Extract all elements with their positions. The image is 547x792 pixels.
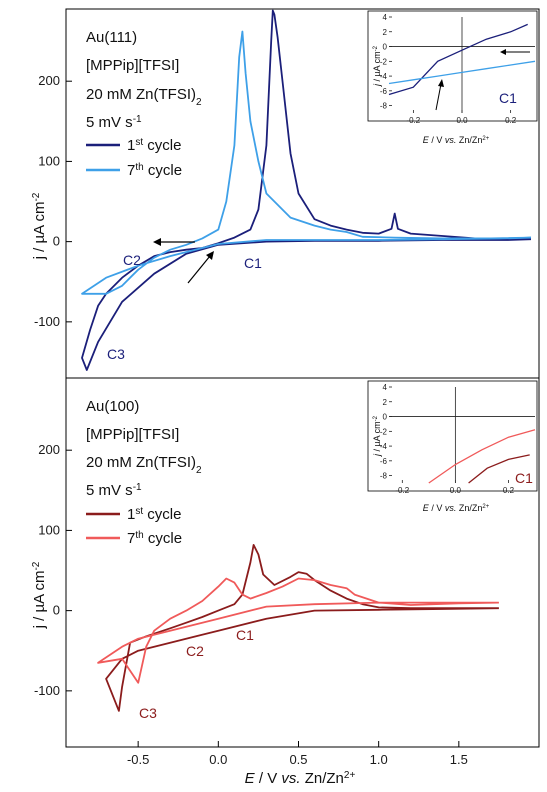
inset-x-tick-label: 0.2 — [503, 486, 515, 495]
series-line-1st-cycle — [105, 544, 499, 712]
inset-x-title: E / V vs. Zn/Zn2+ — [423, 135, 490, 145]
inset-y-title: j / µA cm-2 — [372, 45, 382, 87]
y-axis-ticks: -100 0 100 200 — [34, 442, 72, 698]
inset-y-tick-label: 4 — [383, 383, 388, 392]
label-c1: C1 — [236, 627, 254, 643]
label-c2: C2 — [123, 252, 141, 268]
y-tick-label: -100 — [34, 314, 60, 329]
y-axis-title-top: j / µA cm-2 — [31, 192, 49, 260]
inset-series — [388, 23, 536, 96]
inset-arrow-left — [500, 49, 530, 55]
y-tick-label: 100 — [38, 153, 60, 168]
inset-ticks: 4 2 0 -2 -4 -6 -8 -0.2 0.0 0.2 — [380, 383, 535, 495]
panel-au100: -100 0 100 200 -0.5 0.0 0.5 1.0 1.5 Au(100) [MP… — [31, 377, 540, 788]
plot-frame — [65, 377, 540, 748]
inset-y-title: j / µA cm-2 — [372, 415, 382, 457]
inset-x-tick-label: 0.0 — [456, 116, 468, 125]
x-tick-label: 0.5 — [289, 752, 307, 767]
arrow-scan-negative — [153, 238, 195, 246]
inset-y-tick-label: -4 — [380, 442, 388, 451]
inset-series-1st-cycle — [388, 23, 528, 96]
label-c3: C3 — [139, 705, 157, 721]
series-lines — [81, 9, 532, 371]
inset-au100: 4 2 0 -2 -4 -6 -8 -0.2 0.0 0.2 C1 E / V vs. Zn/Zn… — [367, 380, 538, 513]
label-c1: C1 — [244, 255, 262, 271]
y-tick-label: 200 — [38, 73, 60, 88]
series-line-1st-cycle — [81, 9, 532, 371]
inset-y-tick-label: -6 — [380, 87, 388, 96]
y-axis-title-bottom: j / µA cm-2 — [31, 561, 49, 629]
legend-scanrate: 5 mV s-1 — [86, 114, 142, 132]
y-tick-label: 200 — [38, 442, 60, 457]
legend-7th-cycle: 7th cycle — [127, 530, 182, 548]
legend-electrode: Au(111) — [86, 29, 137, 46]
inset-x-tick-label: -0.2 — [395, 486, 409, 495]
x-tick-label: 1.5 — [450, 752, 468, 767]
series-line-7th-cycle — [81, 30, 532, 295]
inset-y-tick-label: 0 — [383, 43, 388, 52]
inset-x-tick-label: -0.2 — [406, 116, 420, 125]
series-line-7th-cycle — [97, 577, 499, 684]
y-tick-label: 0 — [53, 234, 60, 249]
inset-y-tick-label: 2 — [383, 28, 388, 37]
inset-series-1st-cycle — [468, 454, 530, 484]
inset-x-tick-label: 0.2 — [505, 116, 517, 125]
x-tick-label: 0.0 — [209, 752, 227, 767]
inset-y-tick-label: -2 — [380, 57, 388, 66]
arrow-scan-positive — [187, 251, 214, 284]
inset-x-tick-label: 0.0 — [450, 486, 462, 495]
legend-scanrate: 5 mV s-1 — [86, 482, 142, 500]
inset-series-7th-cycle — [388, 60, 536, 85]
legend-7th-cycle: 7th cycle — [127, 162, 182, 180]
inset-y-tick-label: -8 — [380, 102, 388, 111]
x-axis-ticks: -0.5 0.0 0.5 1.0 1.5 — [127, 741, 468, 767]
inset-y-tick-label: 0 — [383, 413, 388, 422]
inset-label-c1: C1 — [515, 470, 533, 486]
inset-y-tick-label: -4 — [380, 72, 388, 81]
inset-y-tick-label: 4 — [383, 13, 388, 22]
label-c3: C3 — [107, 346, 125, 362]
legend-concentration: 20 mM Zn(TFSI)2 — [86, 454, 202, 476]
inset-frame — [367, 380, 538, 492]
inset-y-tick-label: 2 — [383, 398, 388, 407]
x-axis-title: E / V vs. Zn/Zn2+ — [245, 770, 356, 788]
inset-series — [428, 429, 536, 484]
inset-y-tick-label: -6 — [380, 457, 388, 466]
inset-au111: 4 2 0 -2 -4 -6 -8 -0.2 0.0 0.2 C1 E / V vs. Zn/Zn… — [367, 10, 538, 145]
legend-1st-cycle: 1st cycle — [127, 506, 181, 524]
inset-label-c1: C1 — [499, 90, 517, 106]
panel-au111: -100 0 100 200 Au(111) [MPPip][TFSI] 20 mM … — [31, 8, 540, 379]
inset-y-tick-label: -8 — [380, 472, 388, 481]
y-tick-label: -100 — [34, 683, 60, 698]
label-c2: C2 — [186, 643, 204, 659]
legend-concentration: 20 mM Zn(TFSI)2 — [86, 86, 202, 108]
inset-arrow-up — [435, 79, 444, 111]
legend-1st-cycle: 1st cycle — [127, 137, 181, 155]
inset-ticks: 4 2 0 -2 -4 -6 -8 -0.2 0.0 0.2 — [380, 13, 535, 125]
inset-x-title: E / V vs. Zn/Zn2+ — [423, 503, 490, 513]
y-tick-label: 0 — [53, 603, 60, 618]
inset-frame — [367, 10, 538, 122]
y-tick-label: 100 — [38, 522, 60, 537]
series-lines — [97, 544, 499, 712]
x-tick-label: -0.5 — [127, 752, 149, 767]
legend-electrolyte: [MPPip][TFSI] — [86, 57, 179, 74]
x-tick-label: 1.0 — [370, 752, 388, 767]
legend-electrode: Au(100) — [86, 398, 139, 415]
legend-electrolyte: [MPPip][TFSI] — [86, 426, 179, 443]
y-axis-ticks: -100 0 100 200 — [34, 73, 72, 329]
inset-series-7th-cycle — [428, 429, 536, 484]
inset-y-tick-label: -2 — [380, 427, 388, 436]
